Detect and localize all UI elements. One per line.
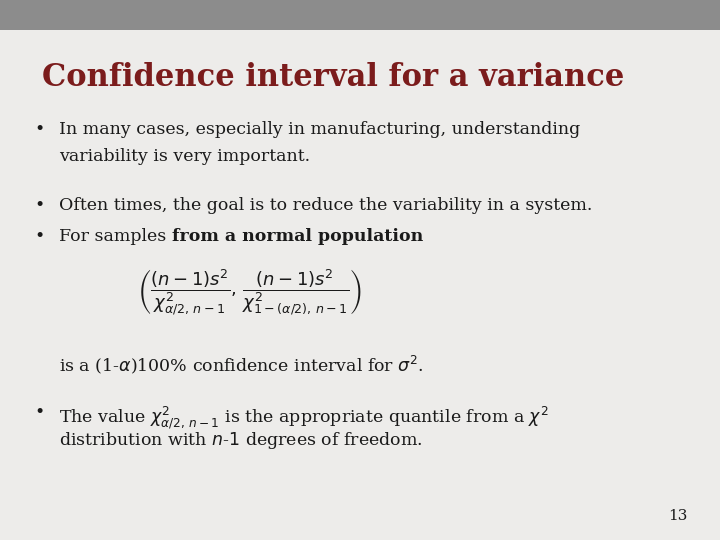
Text: For samples: For samples xyxy=(59,228,172,245)
Text: •: • xyxy=(35,197,45,214)
Text: distribution with $\mathit{n}$-$\mathit{1}$ degrees of freedom.: distribution with $\mathit{n}$-$\mathit{… xyxy=(59,430,423,451)
Text: from a normal population: from a normal population xyxy=(172,228,423,245)
Text: Confidence interval for a variance: Confidence interval for a variance xyxy=(42,62,624,93)
Text: Often times, the goal is to reduce the variability in a system.: Often times, the goal is to reduce the v… xyxy=(59,197,593,214)
Text: variability is very important.: variability is very important. xyxy=(59,148,310,165)
Text: 13: 13 xyxy=(668,509,688,523)
Text: In many cases, especially in manufacturing, understanding: In many cases, especially in manufacturi… xyxy=(59,122,580,138)
Text: $\left(\dfrac{(n-1)s^2}{\chi^2_{\alpha/2,\,n-1}},\,\dfrac{(n-1)s^2}{\chi^2_{1-(\: $\left(\dfrac{(n-1)s^2}{\chi^2_{\alpha/2… xyxy=(137,267,361,318)
Text: The value $\chi^2_{\alpha/2,\,n-1}$ is the appropriate quantile from a $\chi^2$: The value $\chi^2_{\alpha/2,\,n-1}$ is t… xyxy=(59,404,549,430)
Text: •: • xyxy=(35,122,45,138)
Text: •: • xyxy=(35,404,45,421)
Text: is a (1-$\alpha$)100% confidence interval for $\sigma^2$.: is a (1-$\alpha$)100% confidence interva… xyxy=(59,354,424,376)
Text: •: • xyxy=(35,228,45,245)
Bar xyxy=(0,0,720,30)
